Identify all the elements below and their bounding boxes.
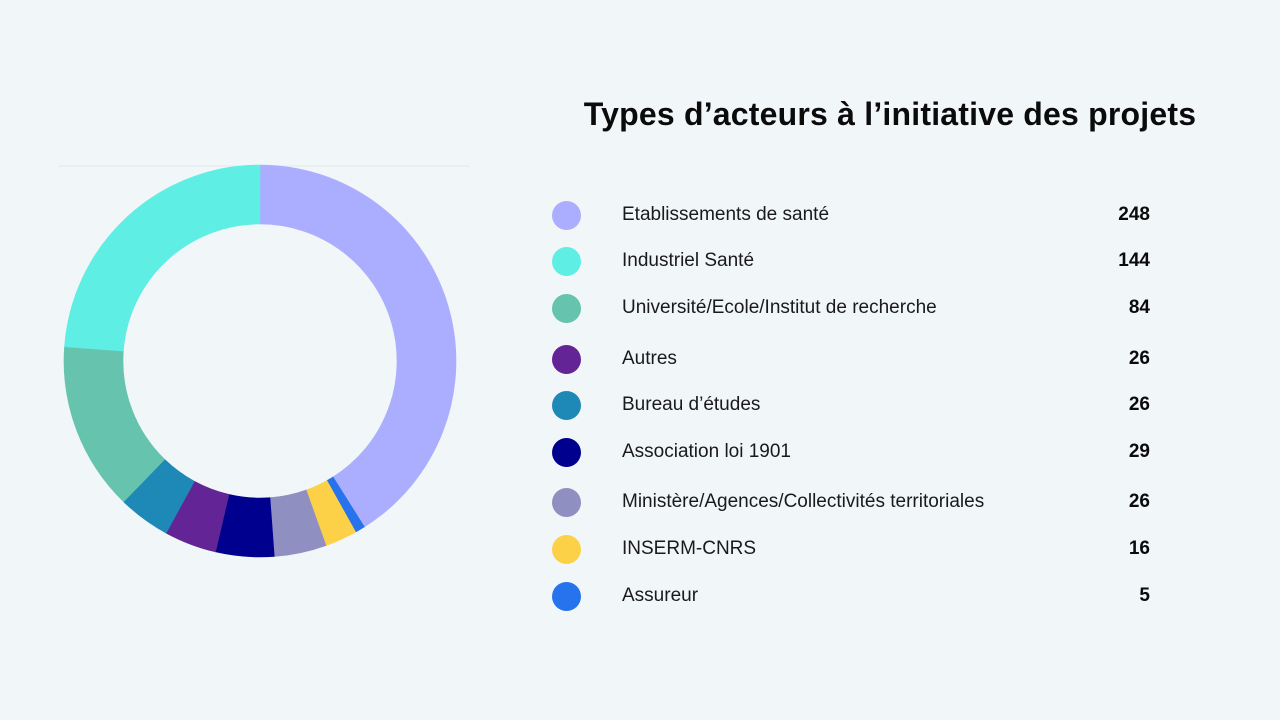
legend-color-swatch bbox=[552, 438, 581, 467]
legend-item: Etablissements de santé 248 bbox=[550, 198, 1160, 232]
legend-value: 16 bbox=[1128, 538, 1150, 559]
legend-label: Etablissements de santé bbox=[622, 204, 830, 225]
legend-value: 144 bbox=[1118, 250, 1150, 271]
legend-item: Bureau d’études 26 bbox=[550, 388, 1160, 422]
legend-color-swatch bbox=[552, 582, 581, 611]
legend-color-swatch bbox=[552, 535, 581, 564]
donut-slice-1 bbox=[64, 164, 261, 352]
legend-value: 26 bbox=[1128, 394, 1150, 415]
legend-item: INSERM-CNRS 16 bbox=[550, 532, 1160, 566]
legend-color-swatch bbox=[552, 294, 581, 323]
legend-label: INSERM-CNRS bbox=[622, 538, 757, 559]
legend-value: 26 bbox=[1128, 348, 1150, 369]
legend-color-swatch bbox=[552, 201, 581, 230]
chart-title: Types d’acteurs à l’initiative des proje… bbox=[583, 96, 1197, 132]
legend-label: Assureur bbox=[622, 585, 699, 606]
legend-label: Association loi 1901 bbox=[622, 441, 791, 462]
legend-item: Assureur 5 bbox=[550, 579, 1160, 613]
legend-color-swatch bbox=[552, 488, 581, 517]
donut-chart-svg bbox=[58, 164, 470, 558]
donut-slice-0 bbox=[259, 164, 457, 528]
legend-label: Ministère/Agences/Collectivités territor… bbox=[622, 491, 985, 512]
legend-label: Autres bbox=[622, 348, 677, 369]
legend-value: 84 bbox=[1128, 297, 1150, 318]
legend-value: 5 bbox=[1139, 585, 1150, 606]
legend-item: Ministère/Agences/Collectivités territor… bbox=[550, 485, 1160, 519]
legend-value: 29 bbox=[1128, 441, 1150, 462]
legend-item: Association loi 1901 29 bbox=[550, 435, 1160, 469]
legend-label: Bureau d’études bbox=[622, 394, 761, 415]
legend-label: Industriel Santé bbox=[622, 250, 755, 271]
legend-color-swatch bbox=[552, 391, 581, 420]
legend-value: 248 bbox=[1118, 204, 1150, 225]
legend-color-swatch bbox=[552, 345, 581, 374]
legend-label: Université/Ecole/Institut de recherche bbox=[622, 297, 937, 318]
legend-item: Autres 26 bbox=[550, 342, 1160, 376]
legend-item: Industriel Santé 144 bbox=[550, 244, 1160, 278]
legend-item: Université/Ecole/Institut de recherche 84 bbox=[550, 291, 1160, 325]
legend-value: 26 bbox=[1128, 491, 1150, 512]
donut-chart bbox=[40, 150, 480, 580]
legend-color-swatch bbox=[552, 247, 581, 276]
